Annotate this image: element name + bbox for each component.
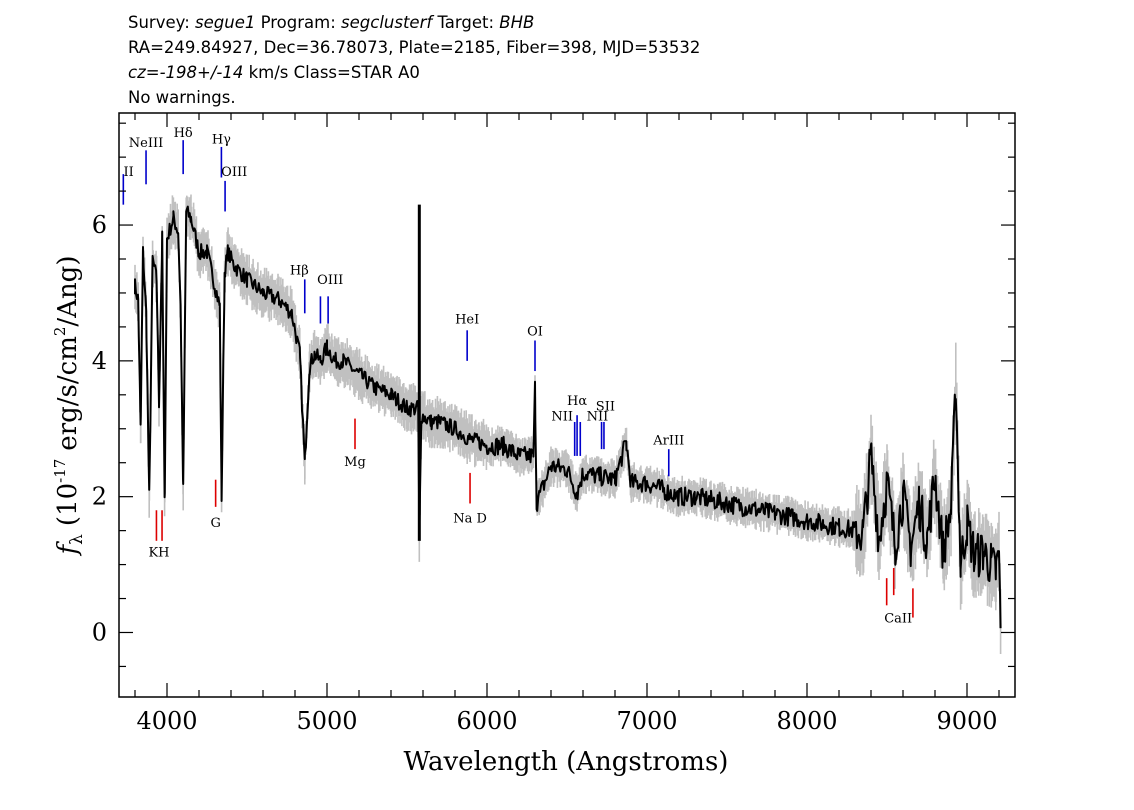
y-label-exp: -17	[51, 459, 69, 483]
y-label-close: /Ang)	[53, 256, 83, 327]
survey-value: segue1	[195, 13, 256, 32]
y-label-lambda: λ	[67, 534, 87, 545]
program-label: Program:	[260, 13, 336, 32]
header-line-1: Survey: segue1 Program: segclusterf Targ…	[128, 13, 534, 32]
emission-label: Hα	[567, 394, 587, 409]
spectrum-line	[134, 205, 1002, 629]
absorption-label: KH	[148, 545, 169, 560]
cz-value: -198+/-14	[159, 63, 244, 82]
axes: 4000 5000 6000 7000 8000 9000 0 2 4 6	[92, 113, 1015, 735]
emission-label: II	[123, 165, 133, 180]
x-tick-label: 8000	[776, 707, 837, 735]
emission-label: Hδ	[174, 126, 193, 141]
cz-label: cz=	[128, 63, 160, 82]
spectrum-series	[134, 204, 1002, 629]
header-line-2: RA=249.84927, Dec=36.78073, Plate=2185, …	[128, 38, 701, 57]
absorption-label: Mg	[344, 455, 366, 470]
y-axis-label: fλ(10-17erg/s/cm2/Ang)	[51, 256, 87, 557]
cz-unit-class: km/s Class=STAR A0	[248, 63, 420, 82]
header-line-3: cz=-198+/-14 km/s Class=STAR A0	[128, 63, 420, 82]
emission-label: NII	[551, 410, 573, 425]
survey-label: Survey:	[128, 13, 190, 32]
emission-label: Hγ	[212, 133, 231, 148]
x-tick-label: 5000	[296, 707, 357, 735]
target-label: Target:	[437, 13, 495, 32]
header-line-4: No warnings.	[128, 88, 236, 107]
y-tick-label: 0	[92, 618, 107, 646]
y-tick-label: 4	[92, 347, 107, 375]
emission-label: ArIII	[652, 433, 684, 448]
absorption-label: G	[210, 516, 220, 531]
y-label-mid: erg/s/cm	[53, 336, 83, 451]
plot-frame	[118, 112, 1016, 698]
emission-label: Hβ	[290, 264, 309, 279]
target-value: BHB	[499, 13, 535, 32]
x-tick-label: 6000	[456, 707, 517, 735]
x-tick-label: 9000	[936, 707, 997, 735]
emission-label: OIII	[317, 273, 343, 288]
y-label-open: (10	[53, 483, 83, 526]
y-tick-label: 2	[92, 483, 107, 511]
x-tick-label: 7000	[616, 707, 677, 735]
absorption-label: Na D	[453, 511, 487, 526]
absorption-label: CaII	[884, 611, 912, 626]
y-label-exp2: 2	[51, 327, 69, 337]
x-axis-label: Wavelength (Angstroms)	[404, 747, 729, 777]
emission-label: NeIII	[129, 136, 163, 151]
emission-label: HeI	[455, 313, 479, 328]
program-value: segclusterf	[341, 13, 433, 32]
emission-label: OIII	[221, 165, 247, 180]
emission-label: SII	[596, 399, 615, 414]
y-tick-label: 6	[92, 211, 107, 239]
emission-label: OI	[527, 325, 543, 340]
x-tick-label: 4000	[136, 707, 197, 735]
emission-label: NII	[587, 410, 609, 425]
